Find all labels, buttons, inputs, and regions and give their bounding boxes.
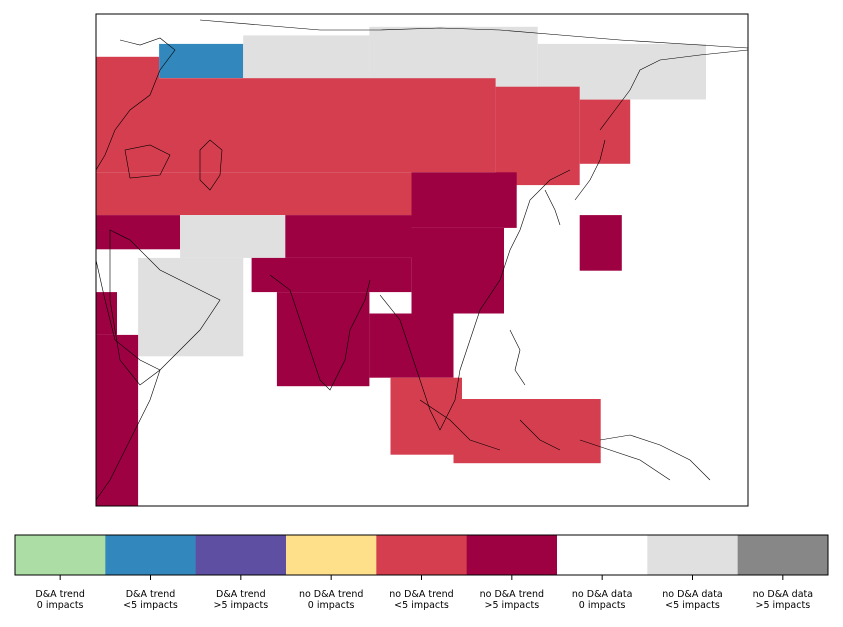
colorbar-label-line1: D&A trend: [35, 589, 85, 600]
grid-cells: [96, 26, 706, 506]
grid-cell: [411, 227, 504, 314]
grid-cell: [276, 292, 370, 387]
colorbar-label-line2: 0 impacts: [308, 600, 355, 611]
colorbar-label-line2: 0 impacts: [37, 600, 84, 611]
coastline-china-coast: [479, 169, 571, 311]
grid-cell: [411, 172, 517, 228]
colorbar-label-line2: <5 impacts: [665, 600, 720, 611]
colorbar-label-line1: no D&A data: [662, 589, 723, 600]
colorbar-label-line1: D&A trend: [216, 589, 266, 600]
grid-cell: [159, 43, 244, 79]
grid-cell: [96, 292, 117, 335]
colorbar-label-line1: no D&A trend: [389, 589, 453, 600]
grid-cell: [251, 257, 412, 293]
colorbar-label-line2: >5 impacts: [755, 600, 810, 611]
colorbar-label-line2: >5 impacts: [213, 600, 268, 611]
coastline-new-guinea: [599, 434, 711, 481]
coastline-arctic: [199, 19, 748, 49]
grid-cell: [369, 313, 454, 378]
grid-cell: [285, 215, 412, 258]
colorbar-label: no D&A trend 0 impacts: [299, 589, 363, 611]
colorbar-label: D&A trend >5 impacts: [213, 589, 268, 611]
colorbar-label-line2: 0 impacts: [579, 600, 626, 611]
map-frame: [95, 13, 749, 507]
coastline-southeast-asia: [379, 294, 481, 431]
grid-cell: [495, 86, 580, 186]
grid-cell: [243, 35, 370, 87]
colorbar-label: no D&A data <5 impacts: [662, 589, 723, 611]
coastline-kamchatka: [599, 49, 748, 131]
grid-cell: [579, 99, 631, 164]
grid-cell: [369, 26, 538, 87]
colorbar-label: no D&A trend >5 impacts: [480, 589, 544, 611]
grid-cell: [96, 78, 496, 173]
colorbar: [15, 535, 829, 575]
colorbar-label-line1: no D&A trend: [480, 589, 544, 600]
coastline-indonesia: [419, 399, 671, 481]
grid-cell: [579, 215, 622, 271]
coastline-black-sea: [124, 144, 171, 179]
colorbar-frame: [14, 534, 829, 576]
map-area: [95, 13, 749, 507]
coastline-africa: [96, 259, 161, 501]
colorbar-segment: [557, 535, 648, 575]
colorbar-segment: [15, 535, 106, 575]
coastline-philippines: [509, 329, 526, 386]
coastline-india: [269, 274, 371, 391]
colorbar-label: no D&A data >5 impacts: [753, 589, 814, 611]
grid-cell: [96, 215, 181, 250]
colorbar-segment: [105, 535, 197, 575]
colorbar-segment: [376, 535, 468, 575]
coastline-arabia: [109, 229, 221, 386]
coastline-korea-japan: [544, 139, 606, 226]
colorbar-segment: [647, 535, 739, 575]
colorbar-label: no D&A data 0 impacts: [572, 589, 633, 611]
colorbar-segment: [466, 535, 558, 575]
colorbar-label-line1: no D&A trend: [299, 589, 363, 600]
colorbar-label-line1: D&A trend: [126, 589, 176, 600]
colorbar-label: D&A trend <5 impacts: [123, 589, 178, 611]
grid-cell: [390, 377, 462, 455]
colorbar-label-line1: no D&A data: [572, 589, 633, 600]
coastline-caspian: [199, 139, 223, 191]
colorbar-segment: [286, 535, 377, 575]
colorbar-segment: [195, 535, 287, 575]
colorbar-label-line2: <5 impacts: [123, 600, 178, 611]
colorbar-segment: [737, 535, 829, 575]
grid-cell: [138, 257, 244, 357]
grid-cell: [453, 399, 601, 464]
grid-cell: [96, 334, 139, 506]
grid-cell: [96, 172, 412, 216]
coastline-europe: [96, 37, 176, 171]
coastlines: [96, 19, 748, 501]
colorbar-label-line2: >5 impacts: [484, 600, 539, 611]
colorbar-label: no D&A trend <5 impacts: [389, 589, 453, 611]
colorbar-label: D&A trend 0 impacts: [35, 589, 85, 611]
grid-cell: [180, 215, 286, 258]
colorbar-label-line1: no D&A data: [753, 589, 814, 600]
colorbar-label-line2: <5 impacts: [394, 600, 449, 611]
